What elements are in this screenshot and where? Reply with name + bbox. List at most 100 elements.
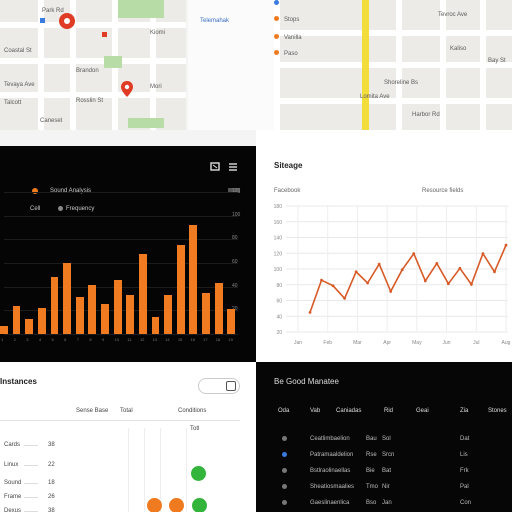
- status-dot[interactable]: [191, 466, 206, 481]
- list-item[interactable]: Stops: [284, 17, 300, 23]
- data-point[interactable]: [331, 284, 335, 288]
- bar[interactable]: [0, 325, 8, 334]
- data-point[interactable]: [400, 268, 404, 272]
- column-header[interactable]: Zia: [460, 408, 469, 414]
- chart-title: Sound Analysis: [50, 188, 92, 194]
- bar[interactable]: [75, 297, 84, 334]
- row-status-icon[interactable]: [282, 452, 287, 457]
- series-line[interactable]: [309, 244, 507, 313]
- table-cell: Nir: [382, 484, 390, 490]
- y-tick-label: 80: [276, 283, 282, 289]
- row-value: 18: [48, 480, 55, 486]
- grid-line: [160, 428, 161, 512]
- table-cell: Jan: [382, 500, 392, 506]
- data-point[interactable]: [481, 252, 485, 255]
- data-point[interactable]: [435, 262, 439, 265]
- map-panel-left[interactable]: Coastal St Park Rd Tevaya Ave Brandon Ki…: [0, 0, 186, 130]
- column-header[interactable]: Rid: [384, 408, 394, 414]
- row-status-icon[interactable]: [282, 436, 287, 441]
- bar[interactable]: [176, 245, 185, 334]
- panel-title: Instances: [0, 377, 37, 386]
- bar[interactable]: [126, 294, 135, 334]
- legend-item[interactable]: Frequency: [66, 206, 95, 212]
- data-point[interactable]: [504, 243, 508, 247]
- list-item[interactable]: Paso: [284, 51, 298, 57]
- row-label: Sound: [4, 480, 22, 486]
- data-point[interactable]: [470, 283, 473, 286]
- menu-icon[interactable]: [228, 162, 238, 172]
- bar[interactable]: [37, 307, 46, 334]
- data-point[interactable]: [354, 270, 358, 274]
- bar[interactable]: [227, 309, 236, 334]
- data-point[interactable]: [412, 252, 416, 255]
- data-point[interactable]: [458, 266, 462, 270]
- bar[interactable]: [214, 283, 223, 334]
- road: [0, 22, 186, 28]
- bar[interactable]: [189, 225, 198, 334]
- column-header[interactable]: Oda: [278, 408, 290, 414]
- street-label: Tevroc Ave: [438, 12, 468, 18]
- street-label: Harbor Rd: [412, 112, 440, 118]
- bar[interactable]: [101, 304, 109, 334]
- street-label: Kaliso: [450, 46, 467, 52]
- street-label: Lomita Ave: [360, 94, 390, 100]
- data-point[interactable]: [343, 297, 346, 300]
- bar[interactable]: [88, 285, 97, 334]
- grid-line: [4, 334, 238, 335]
- data-point[interactable]: [308, 311, 312, 314]
- data-point[interactable]: [423, 279, 427, 283]
- x-tick-label: 11: [127, 337, 132, 342]
- bar[interactable]: [202, 292, 210, 334]
- data-point[interactable]: [446, 282, 450, 286]
- location-icon[interactable]: [274, 0, 279, 5]
- x-tick-label: 18: [215, 337, 221, 342]
- poi-icon[interactable]: [40, 18, 45, 23]
- data-point[interactable]: [493, 270, 496, 274]
- list-item[interactable]: Vanilla: [284, 35, 302, 41]
- chart-toggle[interactable]: [228, 188, 240, 193]
- row-divider: [24, 445, 38, 446]
- legend-dot-icon: [32, 188, 38, 194]
- bar[interactable]: [113, 279, 122, 334]
- column-header: Sense Base: [76, 408, 109, 414]
- bar[interactable]: [12, 305, 21, 334]
- bar[interactable]: [63, 263, 71, 334]
- row-status-icon[interactable]: [282, 500, 287, 505]
- data-point[interactable]: [377, 262, 381, 266]
- row-status-icon[interactable]: [282, 484, 287, 489]
- bar[interactable]: [50, 277, 59, 334]
- row-value: 26: [48, 494, 55, 500]
- map-panel-right[interactable]: Telemahak Stops Vanilla Paso Tevroc Ave …: [188, 0, 512, 130]
- road: [0, 58, 186, 64]
- view-toggle[interactable]: [198, 378, 240, 394]
- line-chart-panel: Siteage Facebook Resource fields 180 160 1…: [256, 130, 512, 362]
- data-point[interactable]: [389, 290, 393, 293]
- row-status-icon[interactable]: [282, 468, 287, 473]
- column-header[interactable]: Geai: [416, 408, 429, 414]
- status-dot[interactable]: [169, 498, 184, 512]
- status-dot[interactable]: [192, 498, 207, 512]
- status-dot[interactable]: [147, 498, 162, 512]
- map-sidebar: [188, 0, 274, 130]
- x-tick-label: 15: [177, 337, 183, 342]
- panel-title: Be Good Manatee: [274, 377, 339, 386]
- legend-item[interactable]: Cell: [30, 206, 41, 212]
- chart-subtitle: Resource fields: [422, 188, 464, 194]
- grid-line: [128, 428, 129, 512]
- column-header[interactable]: Stones: [488, 408, 507, 414]
- column-header[interactable]: Vab: [310, 408, 321, 414]
- data-point[interactable]: [366, 281, 370, 285]
- bar[interactable]: [138, 253, 147, 334]
- bar[interactable]: [25, 318, 34, 334]
- map-marker-icon[interactable]: [120, 80, 134, 98]
- column-header[interactable]: Caniadas: [336, 408, 362, 414]
- data-point[interactable]: [320, 278, 323, 282]
- map-marker-icon[interactable]: [58, 12, 76, 34]
- bar[interactable]: [164, 294, 173, 334]
- table-panel: Be Good Manatee Oda Vab Caniadas Rid Geai Zia…: [256, 362, 512, 512]
- bar[interactable]: [151, 317, 160, 334]
- x-tick-label: Jul: [473, 340, 479, 346]
- screen-icon[interactable]: [210, 162, 220, 172]
- poi-icon[interactable]: [102, 32, 107, 37]
- x-tick-label: Mar: [353, 340, 362, 346]
